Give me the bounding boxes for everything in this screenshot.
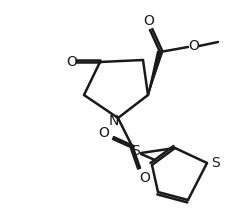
Text: N: N bbox=[108, 114, 119, 128]
Text: S: S bbox=[211, 156, 219, 170]
Text: O: O bbox=[143, 14, 154, 28]
Text: O: O bbox=[188, 39, 199, 53]
Text: O: O bbox=[66, 55, 77, 69]
Text: S: S bbox=[131, 144, 140, 158]
Text: O: O bbox=[98, 126, 109, 140]
Polygon shape bbox=[147, 51, 162, 95]
Text: O: O bbox=[139, 171, 150, 185]
